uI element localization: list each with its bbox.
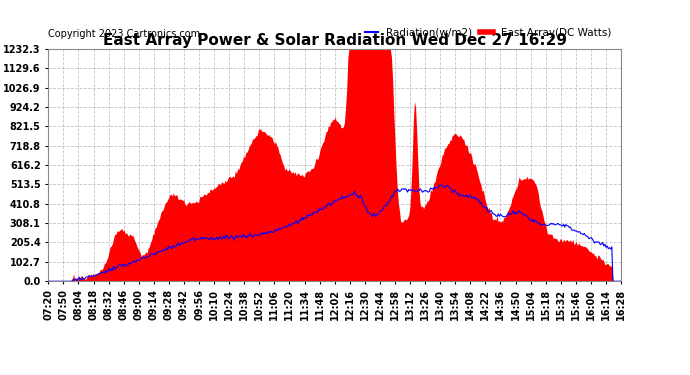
- Text: Copyright 2023 Cartronics.com: Copyright 2023 Cartronics.com: [48, 30, 200, 39]
- Legend: Radiation(w/m2), East Array(DC Watts): Radiation(w/m2), East Array(DC Watts): [361, 24, 615, 42]
- Title: East Array Power & Solar Radiation Wed Dec 27 16:29: East Array Power & Solar Radiation Wed D…: [103, 33, 566, 48]
